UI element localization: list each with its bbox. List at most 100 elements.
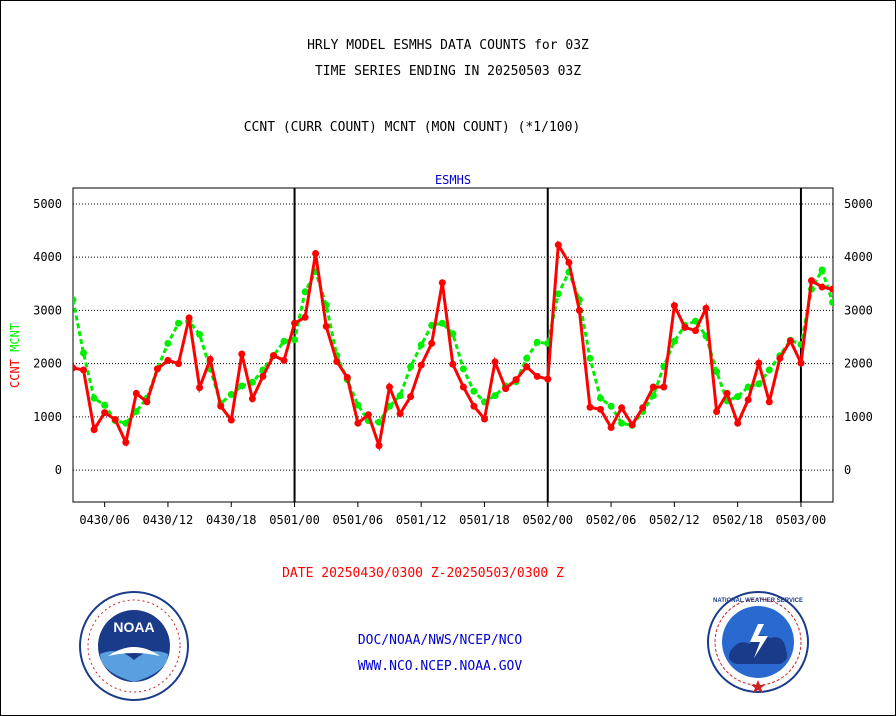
data-point-ccnt xyxy=(723,389,731,397)
y-tick-label-right: 4000 xyxy=(844,250,873,264)
x-tick-label: 0430/18 xyxy=(206,513,257,527)
series-line-mcnt xyxy=(73,266,833,428)
y-axis-label-ccnt: CCNT xyxy=(8,352,22,388)
data-point-ccnt xyxy=(80,366,87,374)
x-tick-label: 0503/00 xyxy=(776,513,827,527)
data-point-ccnt xyxy=(808,277,815,285)
date-range-label: DATE 20250430/0300 Z-20250503/0300 Z xyxy=(282,566,564,581)
data-point-mcnt xyxy=(765,366,773,374)
data-point-ccnt xyxy=(407,393,415,401)
data-point-ccnt xyxy=(132,389,140,397)
data-point-mcnt xyxy=(132,408,140,415)
data-point-mcnt xyxy=(375,418,383,426)
data-point-ccnt xyxy=(90,426,98,434)
data-point-ccnt xyxy=(396,410,404,418)
footer-link-website[interactable]: WWW.NCO.NCEP.NOAA.GOV xyxy=(357,659,523,674)
data-point-ccnt xyxy=(491,358,499,366)
x-tick-label: 0430/06 xyxy=(79,513,130,527)
data-point-mcnt xyxy=(818,266,826,274)
footer-link-doc[interactable]: DOC/NOAA/NWS/NCEP/NCO xyxy=(357,633,523,648)
data-point-mcnt xyxy=(692,317,699,325)
data-point-ccnt xyxy=(238,350,246,358)
series-line-ccnt xyxy=(73,240,833,452)
data-point-ccnt xyxy=(175,360,182,368)
nws-logo-lightning xyxy=(750,624,768,658)
plot-area-border xyxy=(72,187,834,503)
data-point-ccnt xyxy=(575,306,583,314)
data-point-ccnt xyxy=(755,359,763,367)
data-point-mcnt xyxy=(755,380,763,388)
data-point-ccnt xyxy=(354,419,362,427)
data-point-ccnt xyxy=(512,376,520,384)
y-axis-label-mcnt: MCNT xyxy=(8,323,22,352)
y-tick-label-left: 2000 xyxy=(33,357,62,371)
data-point-ccnt xyxy=(618,404,626,412)
data-point-mcnt xyxy=(470,387,478,395)
y-tick-label-right: 3000 xyxy=(844,303,873,317)
data-point-mcnt xyxy=(829,298,833,306)
data-point-ccnt xyxy=(438,279,446,287)
data-point-mcnt xyxy=(196,330,204,338)
data-point-mcnt xyxy=(438,319,446,327)
data-point-ccnt xyxy=(164,356,172,364)
y-axis-label: CCNT MCNT xyxy=(8,323,22,388)
data-point-mcnt xyxy=(164,339,172,347)
data-point-mcnt xyxy=(670,337,678,345)
y-tick-label-right: 5000 xyxy=(844,197,873,211)
data-point-ccnt xyxy=(597,405,604,413)
data-point-ccnt xyxy=(301,313,309,321)
data-point-ccnt xyxy=(481,415,488,423)
nws-logo[interactable]: NATIONAL WEATHER SERVICE xyxy=(706,590,810,694)
y-tick-label-left: 3000 xyxy=(33,303,62,317)
data-point-ccnt xyxy=(259,372,267,380)
x-tick-label: 0501/18 xyxy=(459,513,510,527)
data-point-ccnt xyxy=(343,374,351,381)
data-point-ccnt xyxy=(797,359,805,367)
data-point-mcnt xyxy=(122,419,130,427)
chart-title-line1: HRLY MODEL ESMHS DATA COUNTS for 03Z xyxy=(307,38,589,53)
data-point-ccnt xyxy=(227,416,235,424)
data-point-ccnt xyxy=(586,403,594,411)
x-tick-label: 0501/06 xyxy=(333,513,384,527)
data-point-ccnt xyxy=(322,322,330,330)
data-point-ccnt xyxy=(523,363,531,371)
data-point-mcnt xyxy=(354,401,362,409)
noaa-logo-bird xyxy=(100,651,168,682)
data-point-mcnt xyxy=(533,338,541,346)
data-point-mcnt xyxy=(396,392,404,400)
data-point-mcnt xyxy=(449,330,457,338)
data-point-mcnt xyxy=(618,419,626,427)
data-point-ccnt xyxy=(312,250,320,257)
data-point-mcnt xyxy=(713,368,721,376)
data-point-mcnt xyxy=(417,341,425,349)
data-point-mcnt xyxy=(73,296,77,304)
data-point-ccnt xyxy=(649,383,657,391)
data-point-mcnt xyxy=(734,393,742,401)
y-tick-label-left: 5000 xyxy=(33,197,62,211)
data-point-ccnt xyxy=(196,384,204,392)
noaa-logo[interactable]: NOAA xyxy=(78,590,190,702)
data-point-mcnt xyxy=(175,319,182,327)
data-point-ccnt xyxy=(765,398,773,406)
data-point-ccnt xyxy=(375,442,383,450)
data-point-ccnt xyxy=(607,424,615,431)
data-point-ccnt xyxy=(544,375,552,383)
data-point-ccnt xyxy=(428,339,436,347)
chart-subtitle: CCNT (CURR COUNT) MCNT (MON COUNT) (*1/1… xyxy=(243,120,581,135)
data-point-ccnt xyxy=(101,409,109,417)
y-tick-label-right: 1000 xyxy=(844,410,873,424)
data-point-mcnt xyxy=(80,349,87,357)
series-ccnt xyxy=(73,240,833,452)
chart-title-line2: TIME SERIES ENDING IN 20250503 03Z xyxy=(314,64,582,79)
data-point-ccnt xyxy=(639,404,647,412)
data-point-ccnt xyxy=(818,283,826,291)
y-tick-label-left: 4000 xyxy=(33,250,62,264)
data-point-ccnt xyxy=(692,327,699,335)
data-point-ccnt xyxy=(386,383,393,391)
y-tick-label-right: 2000 xyxy=(844,357,873,371)
x-tick-label: 0502/00 xyxy=(522,513,573,527)
x-tick-label: 0430/12 xyxy=(143,513,194,527)
data-point-ccnt xyxy=(734,419,742,427)
data-point-mcnt xyxy=(607,402,615,410)
y-tick-label-right: 0 xyxy=(844,463,851,477)
